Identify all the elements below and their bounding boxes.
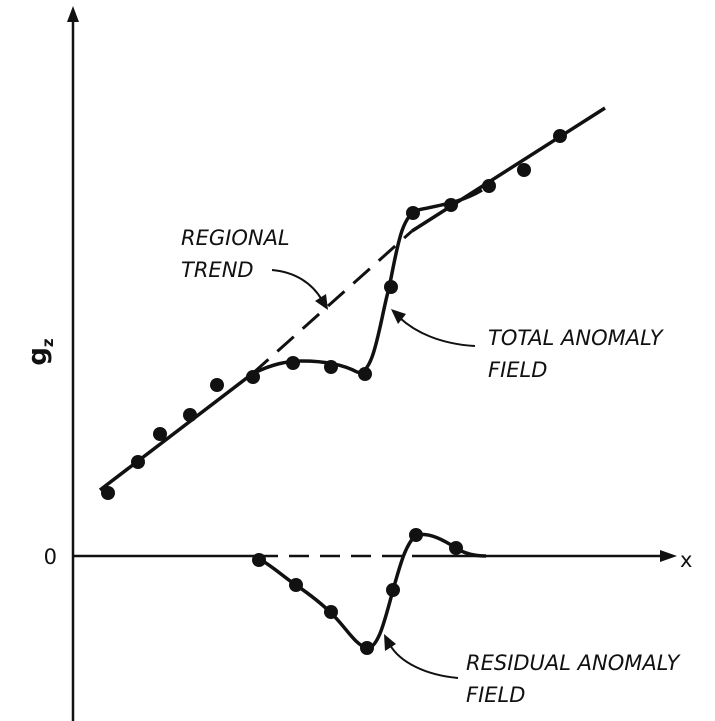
total-point bbox=[517, 163, 531, 177]
total-point bbox=[384, 280, 398, 294]
total-point bbox=[324, 360, 338, 374]
total-anomaly-leader-line bbox=[399, 317, 476, 347]
total-point bbox=[153, 427, 167, 441]
residual-anomaly-points bbox=[252, 528, 463, 655]
total-point bbox=[358, 367, 372, 381]
residual-point bbox=[409, 528, 423, 542]
y-axis-label: gz bbox=[23, 338, 57, 366]
regional-trend-leader-arrowhead bbox=[315, 294, 328, 310]
total-point bbox=[246, 370, 260, 384]
total-point bbox=[131, 455, 145, 469]
x-axis-arrowhead bbox=[660, 550, 677, 562]
regional-trend-label: REGIONAL TREND bbox=[181, 226, 296, 282]
total-anomaly-line-1: TOTAL ANOMALY bbox=[488, 326, 665, 350]
total-anomaly-curve bbox=[251, 188, 483, 376]
total-point bbox=[286, 356, 300, 370]
total-point bbox=[444, 198, 458, 212]
zero-label: 0 bbox=[44, 545, 57, 569]
regional-trend-leader-line bbox=[271, 269, 323, 301]
total-anomaly-label: TOTAL ANOMALY FIELD bbox=[488, 326, 669, 382]
total-point bbox=[482, 179, 496, 193]
total-anomaly-leader bbox=[391, 309, 476, 347]
total-point bbox=[101, 486, 115, 500]
residual-anomaly-label: RESIDUAL ANOMALY FIELD bbox=[466, 651, 686, 707]
residual-point bbox=[289, 578, 303, 592]
regional-trend-leader bbox=[271, 269, 328, 310]
total-point bbox=[183, 408, 197, 422]
y-axis-arrowhead bbox=[67, 6, 79, 22]
x-axis-label: x bbox=[680, 548, 692, 572]
total-point bbox=[406, 206, 420, 220]
residual-anomaly-line-1: RESIDUAL ANOMALY bbox=[466, 651, 681, 675]
residual-point bbox=[252, 553, 266, 567]
regional-trend-line-1: REGIONAL bbox=[181, 226, 290, 250]
total-anomaly-line-2: FIELD bbox=[488, 358, 547, 382]
regional-trend-solid-left bbox=[98, 372, 254, 492]
residual-point bbox=[449, 541, 463, 555]
residual-point bbox=[386, 583, 400, 597]
total-point bbox=[553, 129, 567, 143]
residual-anomaly-leader-line bbox=[389, 644, 459, 679]
regional-trend-dashed bbox=[251, 229, 413, 376]
residual-anomaly-line-2: FIELD bbox=[466, 683, 525, 707]
residual-anomaly-leader bbox=[384, 634, 459, 679]
regional-trend-line-2: TREND bbox=[181, 258, 254, 282]
regional-trend-solid-right bbox=[411, 106, 606, 233]
total-anomaly-leader-arrowhead bbox=[391, 309, 406, 324]
total-point bbox=[210, 378, 224, 392]
residual-point bbox=[360, 641, 374, 655]
total-anomaly-points bbox=[101, 129, 567, 500]
residual-anomaly-leader-arrowhead bbox=[384, 634, 396, 651]
residual-point bbox=[324, 605, 338, 619]
